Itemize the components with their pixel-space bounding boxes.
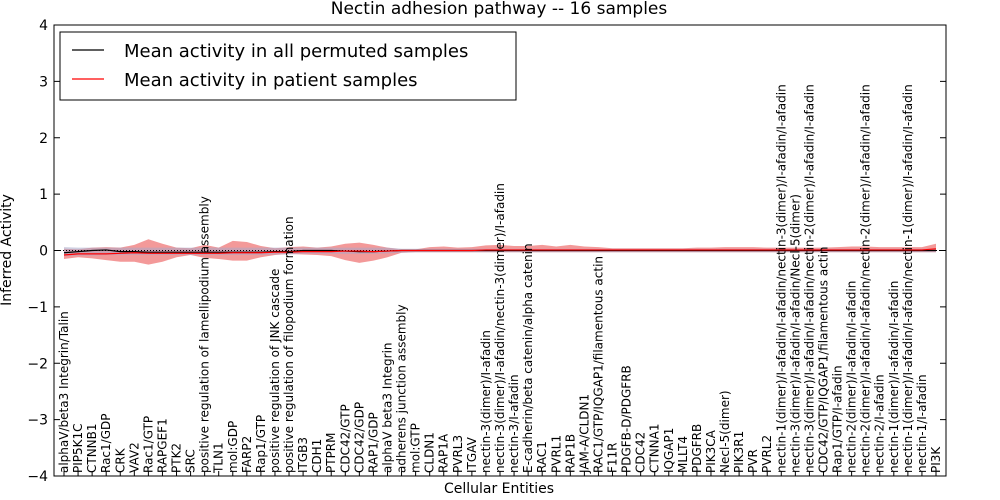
y-tick-label: 4 — [39, 18, 48, 34]
x-tick-label: CDH1 — [310, 439, 324, 473]
x-tick-label: JAM-A/CLDN1 — [577, 394, 591, 474]
y-tick-label: −4 — [27, 469, 48, 485]
y-tick-label: −1 — [27, 300, 48, 316]
x-tick-label: CDC42 — [634, 432, 648, 473]
x-tick-label: CDC42/GTP/IQGAP1/filamentous actin — [816, 247, 830, 473]
x-tick-label: MLLT4 — [676, 436, 690, 473]
x-tick-labels: alphaV/beta3 Integrin/Talin PIP5K1C CTNNB1… — [57, 84, 943, 476]
x-tick-label: CTNNA1 — [648, 423, 662, 473]
x-tick-label: nectin-3(dimer)/I-afadin — [479, 330, 493, 473]
x-tick-label: PIK3CA — [704, 429, 718, 473]
x-tick-label: VAV2 — [127, 442, 141, 473]
x-tick-label: Rac1/GTP — [141, 416, 155, 473]
y-tick-label: 1 — [39, 187, 48, 203]
plot-frame — [53, 24, 947, 477]
x-tick-label: PVRL2 — [760, 435, 774, 473]
legend: Mean activity in all permuted samples Me… — [59, 31, 517, 101]
x-tick-label: nectin-1(dimer)/I-afadin/I-afadin/nectin… — [774, 84, 788, 473]
x-tick-label: TLN1 — [212, 442, 226, 474]
y-ticks: 4 3 2 1 0 −1 −2 −3 −4 — [27, 18, 946, 485]
x-axis-label: Cellular Entities — [444, 481, 554, 497]
y-tick-label: 2 — [39, 131, 48, 147]
x-tick-label: F11R — [606, 442, 620, 473]
x-tick-label: RAP1B — [563, 434, 577, 473]
x-tick-label: RAP1A — [437, 433, 451, 473]
x-tick-label: PDGFRB — [690, 424, 704, 473]
x-tick-label: Rac1/GDP — [99, 414, 113, 473]
x-tick-label: CDC42/GDP — [352, 402, 366, 473]
legend-label-permuted: Mean activity in all permuted samples — [124, 41, 468, 62]
x-tick-label: nectin-1(dimer)/I-afadin/I-afadin — [887, 281, 901, 473]
x-tick-label: PTK2 — [170, 443, 184, 473]
x-tick-label: mol:GTP — [409, 423, 423, 473]
x-tick-label: nectin-2(dimer)/I-afadin/I-afadin — [845, 281, 859, 473]
x-tick-label: nectin-3(dimer)/I-afadin/I-afadin/Necl-5… — [788, 194, 802, 473]
x-tick-label: Rap1/GTP — [254, 415, 268, 473]
x-tick-label: RAC1 — [535, 441, 549, 473]
x-tick-label: PDGFB-D/PDGFRB — [620, 365, 634, 473]
x-tick-label: mol:GDP — [226, 421, 240, 473]
x-tick-label: SRC — [184, 449, 198, 473]
x-tick-label: nectin-2(dimer)/I-afadin/I-afadin/nectin… — [859, 84, 873, 473]
x-tick-label: PVRL1 — [549, 435, 563, 473]
x-tick-label: nectin-1/I-afadin — [915, 374, 929, 473]
legend-box — [59, 31, 517, 101]
x-tick-label: Necl-5(dimer) — [718, 390, 732, 473]
x-tick-label: ITGAV — [465, 436, 479, 473]
x-tick-label: PIP5K1C — [71, 423, 85, 473]
x-tick-label: CRK — [113, 447, 127, 473]
legend-label-patient: Mean activity in patient samples — [124, 70, 418, 91]
x-tick-label: adherens junction assembly — [395, 304, 409, 473]
x-tick-label: CDC42/GTP — [338, 404, 352, 473]
x-tick-label: RAPGEF1 — [155, 418, 169, 473]
lines-layer — [63, 248, 937, 256]
x-tick-label: FARP2 — [240, 436, 254, 473]
x-tick-label: nectin-1(dimer)/I-afadin/I-afadin/nectin… — [901, 84, 915, 473]
chart-title: Nectin adhesion pathway -- 16 samples — [331, 0, 668, 19]
y-tick-label: 3 — [39, 74, 48, 90]
x-tick-label: ITGB3 — [296, 437, 310, 473]
x-tick-label: PIK3R1 — [732, 431, 746, 473]
x-tick-label: nectin-3/I-afadin — [507, 374, 521, 473]
x-tick-label: nectin-3(dimer)/I-afadin/nectin-3(dimer)… — [493, 183, 507, 473]
x-tick-label: Rap1/GTP/I-afadin — [831, 365, 845, 473]
x-tick-label: RAC1/GTP/IQGAP1/filamentous actin — [591, 256, 605, 473]
x-tick-label: positive regulation of JNK cascade — [268, 269, 282, 473]
x-tick-label: PVRL3 — [451, 435, 465, 473]
y-tick-label: 0 — [39, 244, 48, 260]
x-tick-label: PVR — [746, 449, 760, 473]
y-axis-label: Inferred Activity — [0, 194, 15, 306]
x-tick-label: IQGAP1 — [662, 428, 676, 473]
x-tick-label: positive regulation of filopodium format… — [282, 216, 296, 473]
y-tick-label: −2 — [27, 356, 48, 372]
x-tick-label: nectin-3(dimer)/I-afadin/I-afadin/nectin… — [802, 84, 816, 473]
x-tick-label: RAP1/GDP — [366, 412, 380, 473]
y-tick-label: −3 — [27, 413, 48, 429]
x-tick-label: E-cadherin/beta catenin/alpha catenin — [521, 243, 535, 473]
x-tick-label: PI3K — [929, 446, 943, 473]
x-tick-label: alphaV beta3 Integrin — [380, 342, 394, 473]
x-tick-label: positive regulation of lamellipodium ass… — [198, 196, 212, 473]
x-tick-label: nectin-2/I-afadin — [873, 374, 887, 473]
x-tick-label: alphaV/beta3 Integrin/Talin — [57, 311, 71, 473]
patient-mean-line — [63, 248, 937, 256]
x-tick-label: CLDN1 — [423, 432, 437, 473]
x-tick-label: CTNNB1 — [85, 423, 99, 473]
x-tick-label: PTPRM — [324, 433, 338, 474]
